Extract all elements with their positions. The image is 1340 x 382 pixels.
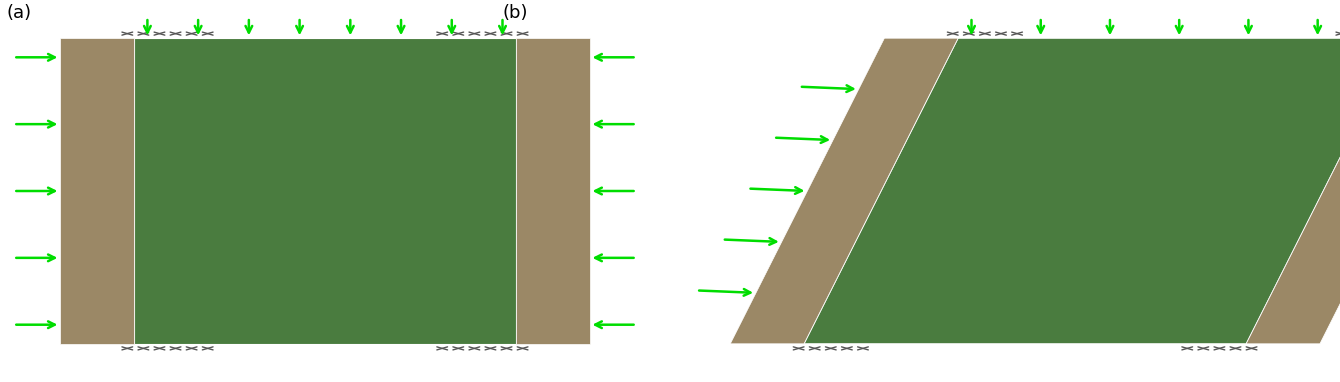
Polygon shape: [516, 38, 590, 344]
Polygon shape: [804, 38, 1340, 344]
Polygon shape: [730, 38, 958, 344]
Polygon shape: [60, 38, 134, 344]
Text: (b): (b): [502, 4, 528, 22]
Text: (a): (a): [7, 4, 32, 22]
Polygon shape: [1246, 38, 1340, 344]
Polygon shape: [134, 38, 516, 344]
